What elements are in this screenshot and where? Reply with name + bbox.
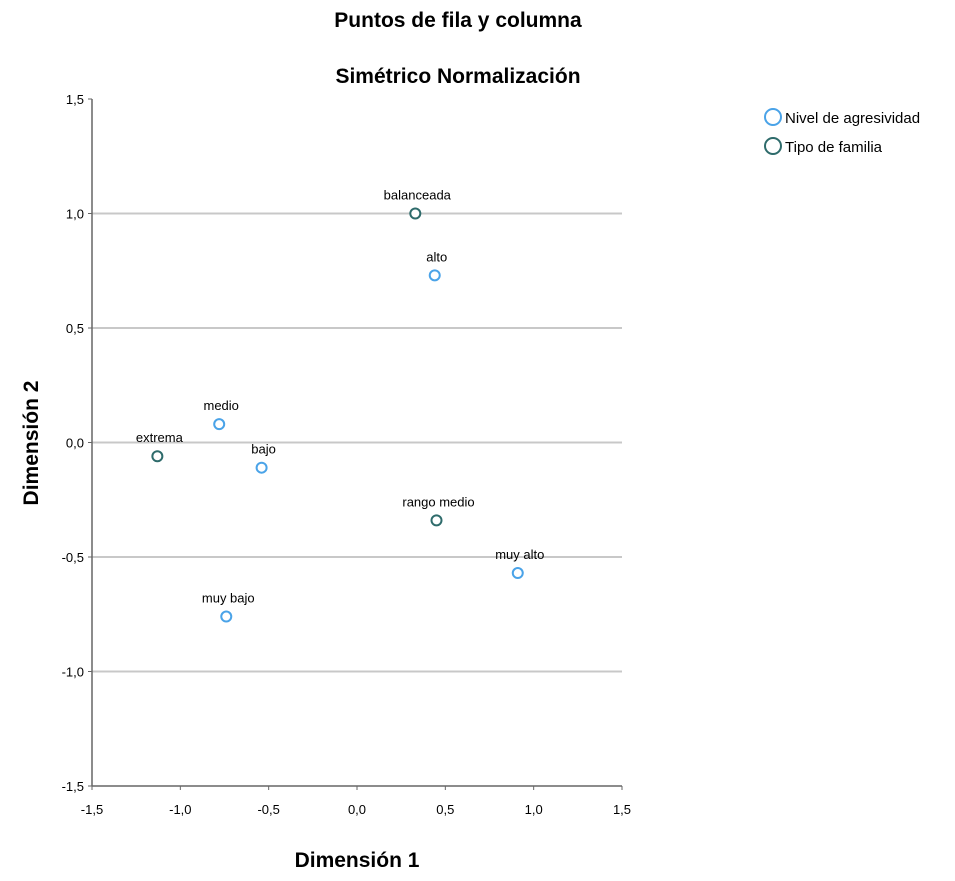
y-axis-title: Dimensión 2 (20, 381, 43, 506)
x-tick-label: -0,5 (257, 802, 279, 817)
y-tick-label: 0,0 (66, 436, 84, 451)
x-tick-label: 1,5 (613, 802, 631, 817)
x-tick-label: 1,0 (525, 802, 543, 817)
tick-labels: 1,5 1,0 0,5 0,0 -0,5 -1,0 -1,5 -1,5 -1,0 -0,5 0,0 0… (62, 92, 631, 817)
legend-label: Tipo de familia (785, 139, 883, 156)
data-point (220, 610, 233, 623)
data-point (428, 269, 441, 282)
point-label: medio (203, 398, 238, 413)
point-label: muy bajo (202, 591, 255, 606)
point-label: rango medio (402, 494, 474, 509)
data-point (430, 514, 443, 527)
point-label: bajo (251, 442, 276, 457)
x-axis-title: Dimensión 1 (295, 849, 420, 872)
legend-marker (764, 108, 782, 126)
chart-subtitle: Simétrico Normalización (335, 65, 580, 88)
y-tick-label: 1,0 (66, 207, 84, 222)
data-point (409, 207, 422, 220)
x-tick-label: 0,0 (348, 802, 366, 817)
chart-title: Puntos de fila y columna (334, 9, 582, 32)
point-label: muy alto (495, 547, 544, 562)
y-tick-label: 1,5 (66, 92, 84, 107)
data-point (151, 450, 164, 463)
y-tick-label: -1,5 (62, 779, 84, 794)
y-tick-label: 0,5 (66, 321, 84, 336)
point-label: extrema (136, 430, 184, 445)
y-tick-label: -0,5 (62, 550, 84, 565)
legend: Nivel de agresividad Tipo de familia (764, 108, 920, 156)
x-tick-label: -1,5 (81, 802, 103, 817)
y-tick-label: -1,0 (62, 665, 84, 680)
data-point (213, 418, 226, 431)
data-points: alto medio bajo muy bajo muy alto balanceada e… (136, 188, 544, 623)
x-tick-label: 0,5 (436, 802, 454, 817)
point-label: alto (426, 249, 447, 264)
point-label: balanceada (384, 188, 452, 203)
gridlines (92, 212, 622, 673)
x-tick-label: -1,0 (169, 802, 191, 817)
axes (88, 98, 623, 790)
data-point (255, 461, 268, 474)
data-point (511, 567, 524, 580)
legend-label: Nivel de agresividad (785, 110, 920, 127)
legend-marker (764, 137, 782, 155)
